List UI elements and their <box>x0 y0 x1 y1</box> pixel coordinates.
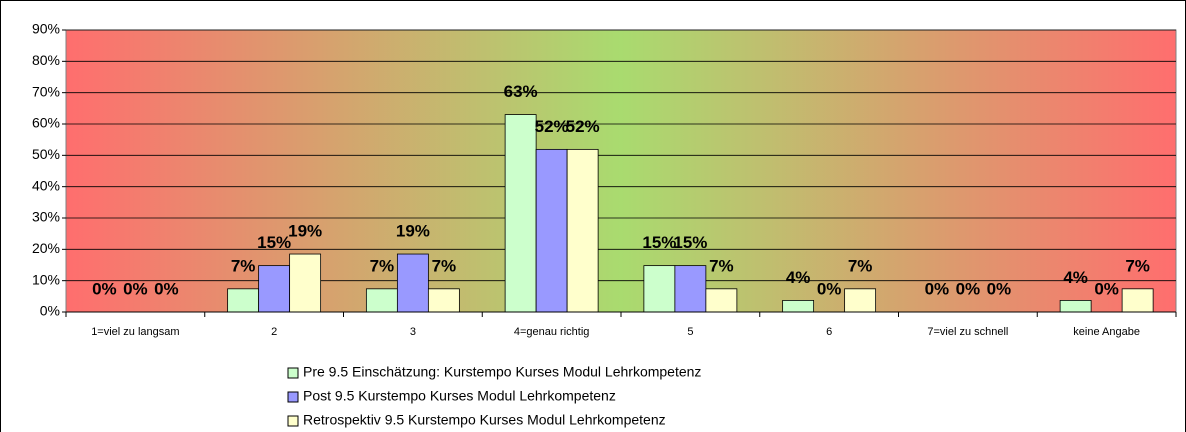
data-label: 63% <box>504 82 538 101</box>
data-label: 0% <box>817 279 842 298</box>
y-tick-label: 90% <box>32 21 60 37</box>
x-tick-label: 4=genau richtig <box>514 326 590 338</box>
bar <box>566 148 599 313</box>
bar <box>396 253 429 313</box>
data-label: 15% <box>642 233 676 252</box>
legend-swatch <box>287 367 299 379</box>
legend-label: Post 9.5 Kurstempo Kurses Modul Lehrkomp… <box>303 388 616 404</box>
x-tick-label: 3 <box>410 326 416 338</box>
legend-swatch <box>287 391 299 403</box>
data-label: 0% <box>123 279 148 298</box>
y-tick-label: 40% <box>32 177 60 193</box>
y-tick-label: 10% <box>32 271 60 287</box>
y-tick-label: 0% <box>40 303 60 319</box>
legend-swatch <box>287 415 299 427</box>
data-label: 7% <box>231 256 256 275</box>
data-label: 7% <box>709 256 734 275</box>
data-label: 19% <box>396 222 430 241</box>
bar <box>289 253 322 313</box>
data-label: 4% <box>786 268 811 287</box>
data-label: 7% <box>370 256 395 275</box>
data-label: 52% <box>535 117 569 136</box>
bar <box>1059 300 1092 313</box>
x-tick-label: 2 <box>271 326 277 338</box>
y-tick-label: 30% <box>32 209 60 225</box>
data-label: 7% <box>848 256 873 275</box>
data-label: 0% <box>987 279 1012 298</box>
x-tick-label: 7=viel zu schnell <box>927 326 1008 338</box>
x-tick-label: 5 <box>687 326 693 338</box>
data-label: 7% <box>1125 256 1150 275</box>
y-tick-label: 50% <box>32 146 60 162</box>
data-label: 0% <box>956 279 981 298</box>
data-label: 0% <box>1094 279 1119 298</box>
legend-label: Pre 9.5 Einschätzung: Kurstempo Kurses M… <box>303 364 701 380</box>
data-label: 0% <box>925 279 950 298</box>
bar <box>705 288 738 313</box>
x-tick-label: keine Angabe <box>1073 326 1140 338</box>
bar <box>674 265 707 313</box>
data-label: 4% <box>1063 268 1088 287</box>
plot-area <box>65 29 1177 313</box>
data-label: 7% <box>432 256 457 275</box>
bar <box>258 265 291 313</box>
bar <box>844 288 877 313</box>
x-tick-label: 1=viel zu langsam <box>91 326 179 338</box>
data-label: 0% <box>154 279 179 298</box>
data-label: 15% <box>673 233 707 252</box>
y-tick-label: 60% <box>32 115 60 131</box>
data-label: 15% <box>257 233 291 252</box>
y-tick-label: 20% <box>32 240 60 256</box>
bar <box>643 265 676 313</box>
legend-label: Retrospektiv 9.5 Kurstempo Kurses Modul … <box>303 412 666 428</box>
bar <box>782 300 815 313</box>
bar <box>1121 288 1154 313</box>
data-label: 0% <box>92 279 117 298</box>
data-label: 19% <box>288 222 322 241</box>
x-tick-label: 6 <box>826 326 832 338</box>
y-tick-label: 70% <box>32 83 60 99</box>
bar <box>535 148 568 313</box>
data-label: 52% <box>566 117 600 136</box>
bar <box>504 114 537 313</box>
bar <box>365 288 398 313</box>
bar <box>427 288 460 313</box>
y-tick-label: 80% <box>32 52 60 68</box>
bar <box>227 288 260 313</box>
